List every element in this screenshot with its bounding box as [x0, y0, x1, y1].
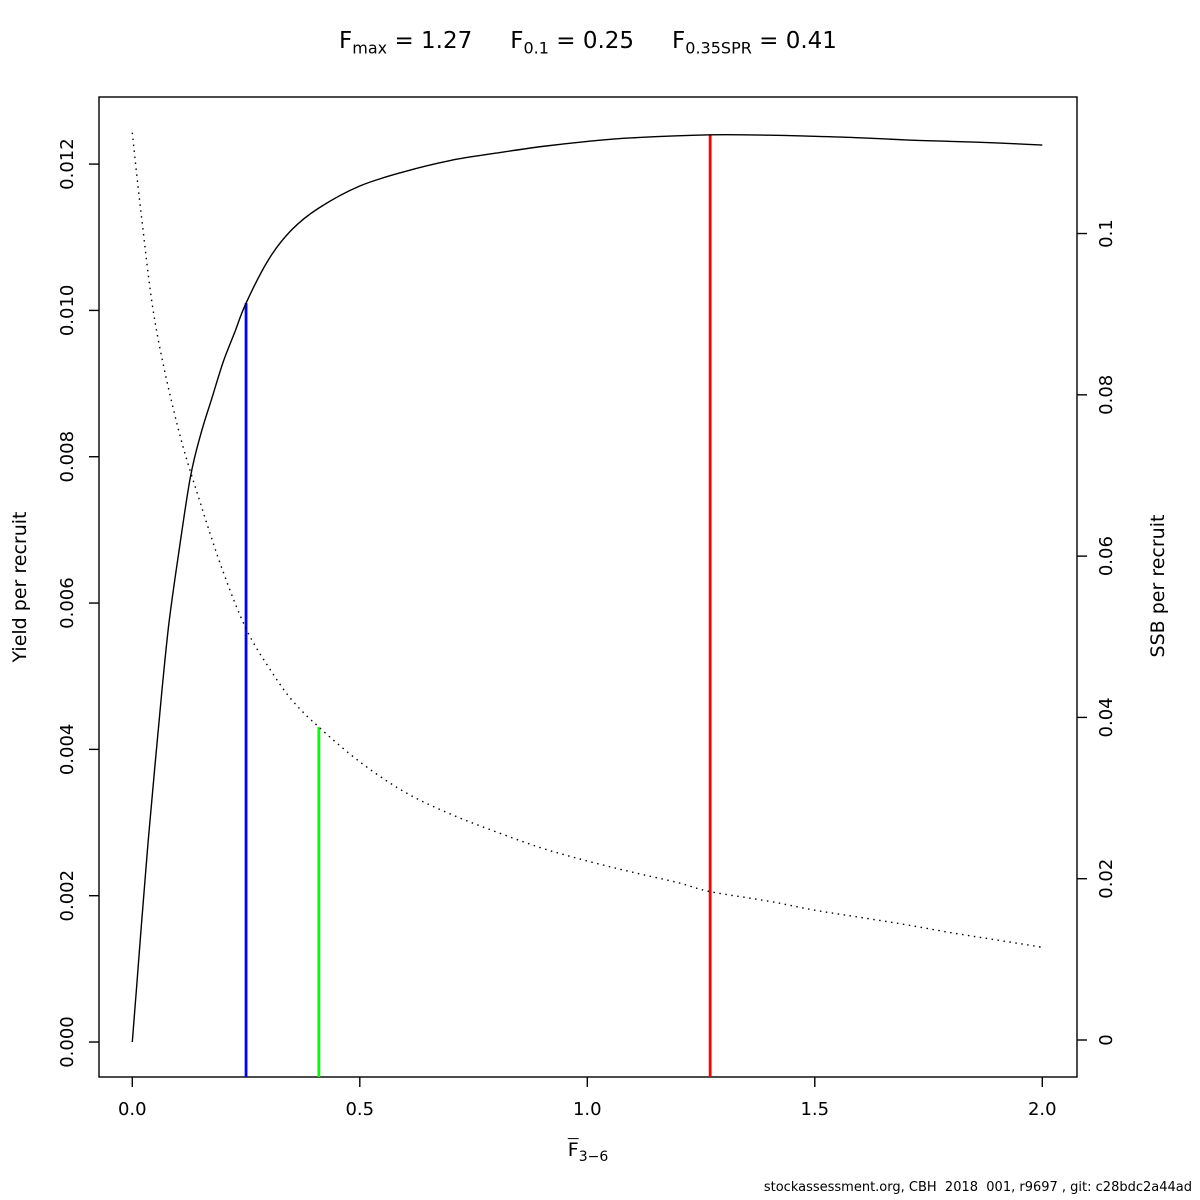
title-metric-f0.35spr: F0.35SPR = 0.41 — [672, 28, 837, 58]
y-tick-label-left: 0.010 — [57, 285, 78, 337]
y-tick-label-right: 0.08 — [1096, 375, 1117, 415]
y-tick-label-right: 0.02 — [1096, 859, 1117, 899]
y-tick-label-left: 0.004 — [57, 724, 78, 776]
y-tick-label-right: 0.06 — [1096, 536, 1117, 576]
x-tick-label: 0.0 — [118, 1099, 147, 1120]
y-tick-label-right: 0.1 — [1096, 219, 1117, 248]
y-tick-label-left: 0.008 — [57, 431, 78, 483]
title-metric-f0.1: F0.1 = 0.25 — [510, 28, 635, 58]
footer-attribution: stockassessment.org, CBH 2018 001, r9697… — [763, 1180, 1192, 1195]
left-axis-title: Yield per recruit — [9, 511, 31, 663]
right-axis-title: SSB per recruit — [1147, 514, 1169, 658]
x-tick-label: 0.5 — [345, 1099, 374, 1120]
x-tick-label: 2.0 — [1028, 1099, 1057, 1120]
plot-box — [98, 96, 1078, 1078]
y-tick-label-left: 0.012 — [57, 138, 78, 190]
x-tick-label: 1.0 — [573, 1099, 602, 1120]
x-axis-title-base: F — [567, 1139, 579, 1162]
chart-title: Fmax = 1.27 F0.1 = 0.25 F0.35SPR = 0.41 — [0, 28, 1176, 58]
y-tick-label-right: 0.04 — [1096, 697, 1117, 737]
x-axis-title: F3−6 — [568, 1139, 608, 1165]
title-metric-fmax: Fmax = 1.27 — [339, 28, 473, 58]
x-axis-title-sub: 3−6 — [578, 1148, 609, 1165]
x-tick-label: 1.5 — [800, 1099, 829, 1120]
yield-per-recruit-curve — [131, 133, 1043, 1043]
ssb-per-recruit-curve — [131, 132, 1043, 948]
y-tick-label-left: 0.000 — [57, 1016, 78, 1068]
y-tick-label-left: 0.002 — [57, 870, 78, 922]
y-tick-label-left: 0.006 — [57, 577, 78, 629]
y-tick-label-right: 0 — [1096, 1034, 1117, 1045]
